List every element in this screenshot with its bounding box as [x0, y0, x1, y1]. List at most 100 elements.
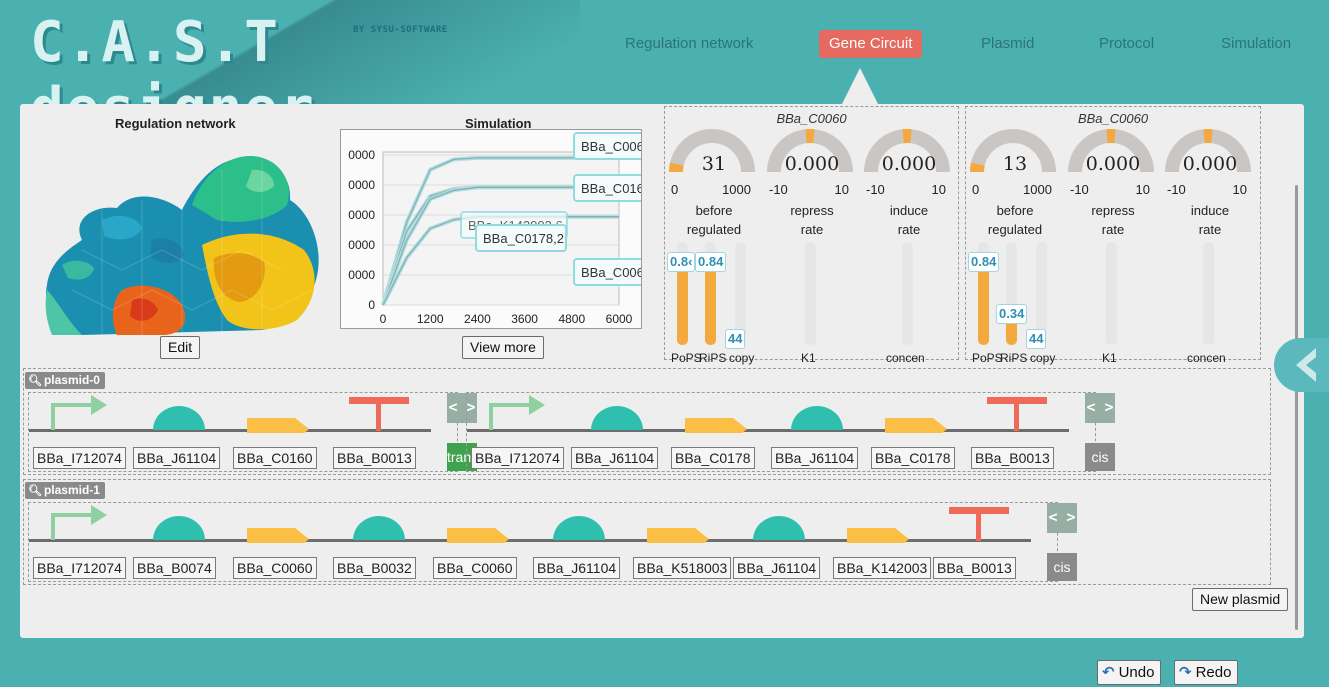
- part-label[interactable]: BBa_I712074: [471, 447, 564, 469]
- regulation-mode-button[interactable]: cis: [1047, 553, 1077, 581]
- edit-regulation-button[interactable]: Edit: [160, 336, 201, 359]
- cds-arrow: [885, 418, 947, 433]
- param-bar-rips[interactable]: [705, 242, 716, 345]
- rbs-glyph[interactable]: [339, 503, 419, 543]
- part-label[interactable]: BBa_I712074: [33, 557, 126, 579]
- part-label[interactable]: BBa_C0160: [233, 447, 317, 469]
- regulation-network-thumbnail[interactable]: [42, 150, 322, 335]
- param-bar-copy[interactable]: [1036, 242, 1047, 345]
- nav-regulation-network[interactable]: Regulation network: [625, 35, 754, 52]
- new-plasmid-button[interactable]: New plasmid: [1192, 588, 1289, 611]
- cds-glyph[interactable]: [839, 503, 919, 543]
- x-tick-label: 6000: [606, 312, 633, 326]
- x-tick-label: 4800: [558, 312, 585, 326]
- param-bar-k1[interactable]: [1106, 242, 1117, 345]
- part-label[interactable]: BBa_J61104: [733, 557, 821, 579]
- swap-direction-button[interactable]: < >: [1085, 393, 1115, 423]
- part-label[interactable]: BBa_C0178: [671, 447, 755, 469]
- gauge-arc: [1068, 129, 1154, 173]
- plasmid-1-container: [23, 479, 1271, 585]
- rbs-glyph[interactable]: [777, 393, 857, 433]
- part-label[interactable]: BBa_K142003: [833, 557, 932, 579]
- nav-simulation[interactable]: Simulation: [1221, 35, 1292, 52]
- part-label[interactable]: BBa_I712074: [33, 447, 126, 469]
- terminator-glyph[interactable]: [977, 393, 1057, 433]
- simulation-chart[interactable]: 0 0000 0000 0000 0000 0000 0 1200 2400 3600 4800 60…: [340, 129, 642, 329]
- cds-arrow: [847, 528, 909, 543]
- panel-scrollbar[interactable]: [1295, 185, 1298, 630]
- gauge-arc: [864, 129, 950, 173]
- rbs-dome: [153, 406, 205, 430]
- terminator-glyph[interactable]: [939, 503, 1019, 543]
- part-label[interactable]: BBa_J61104: [571, 447, 659, 469]
- part-label[interactable]: BBa_C0060: [433, 557, 517, 579]
- param-bar-fill: [677, 258, 688, 345]
- swap-direction-button[interactable]: < >: [447, 393, 477, 423]
- gauge-max: 1000: [1023, 182, 1052, 197]
- rbs-glyph[interactable]: [539, 503, 619, 543]
- part-label[interactable]: BBa_B0013: [971, 447, 1054, 469]
- param-bar-value: 0.8‹: [667, 252, 696, 273]
- plasmid-0-tag[interactable]: 🔍︎ plasmid-0: [25, 372, 105, 389]
- circuit-p1-c0: BBa_I712074 BBa_B0074 BBa_C0060 BBa_B0032 BB…: [28, 502, 1077, 582]
- part-label[interactable]: BBa_K518003: [633, 557, 732, 579]
- rbs-glyph[interactable]: [739, 503, 819, 543]
- part-label[interactable]: BBa_C0060: [233, 557, 317, 579]
- gauge-value: 31: [701, 153, 727, 175]
- part-label[interactable]: BBa_J61104: [771, 447, 859, 469]
- side-panel-toggle[interactable]: [1274, 338, 1329, 392]
- terminator-glyph[interactable]: [339, 393, 419, 433]
- cds-glyph[interactable]: [677, 393, 757, 433]
- cds-glyph[interactable]: [877, 393, 957, 433]
- param-bar-concen[interactable]: [902, 242, 913, 345]
- param-bar-pops[interactable]: [978, 242, 989, 345]
- plasmid-1-tag[interactable]: 🔍︎ plasmid-1: [25, 482, 105, 499]
- rbs-glyph[interactable]: [139, 393, 219, 433]
- cds-arrow: [647, 528, 709, 543]
- rbs-dome: [153, 516, 205, 540]
- view-more-button[interactable]: View more: [462, 336, 544, 359]
- dna-backbone: [29, 539, 1031, 542]
- cds-glyph[interactable]: [239, 393, 319, 433]
- cds-glyph[interactable]: [439, 503, 519, 543]
- param-bar-concen[interactable]: [1203, 242, 1214, 345]
- param-bar-caption: concen: [886, 351, 925, 365]
- gauge-track: [970, 129, 1056, 173]
- series-label-1: BBa_C006: [573, 132, 641, 160]
- part-label[interactable]: BBa_J61104: [133, 447, 221, 469]
- y-tick-label: 0000: [348, 238, 375, 252]
- promoter-glyph[interactable]: [39, 393, 119, 433]
- part-label[interactable]: BBa_B0032: [333, 557, 416, 579]
- part-label[interactable]: BBa_B0013: [933, 557, 1016, 579]
- undo-icon: ↶: [1102, 664, 1115, 681]
- rbs-glyph[interactable]: [577, 393, 657, 433]
- gauge-value: 0.000: [1085, 153, 1141, 175]
- promoter-glyph[interactable]: [477, 393, 557, 433]
- cds-glyph[interactable]: [639, 503, 719, 543]
- param-bar-caption: RiPS: [1000, 351, 1028, 365]
- param-bar-pops[interactable]: [677, 242, 688, 345]
- part-label[interactable]: BBa_B0074: [133, 557, 216, 579]
- promoter-glyph[interactable]: [39, 503, 119, 543]
- param-bar-k1[interactable]: [805, 242, 816, 345]
- param-bar-rips[interactable]: [1006, 242, 1017, 345]
- y-tick-label: 0000: [348, 208, 375, 222]
- gauge-max: 10: [1135, 182, 1150, 197]
- cds-glyph[interactable]: [239, 503, 319, 543]
- y-tick-label: 0000: [348, 268, 375, 282]
- param-bar-copy[interactable]: [735, 242, 746, 345]
- regulation-mode-button[interactable]: cis: [1085, 443, 1115, 471]
- nav-gene-circuit[interactable]: Gene Circuit: [819, 30, 923, 58]
- rbs-glyph[interactable]: [139, 503, 219, 543]
- nav-protocol[interactable]: Protocol: [1099, 35, 1155, 52]
- nav-plasmid[interactable]: Plasmid: [981, 35, 1035, 52]
- part-label[interactable]: BBa_J61104: [533, 557, 621, 579]
- undo-button[interactable]: ↶ Undo: [1097, 660, 1162, 685]
- part-label[interactable]: BBa_B0013: [333, 447, 416, 469]
- app-logo: C.A.S.T designer BY SYSU-SOFTWARE: [30, 10, 460, 141]
- promoter-stem: [489, 403, 533, 430]
- swap-direction-button[interactable]: < >: [1047, 503, 1077, 533]
- redo-button[interactable]: ↷ Redo: [1174, 660, 1239, 685]
- part-label[interactable]: BBa_C0178: [871, 447, 955, 469]
- series-label-5: BBa_C006: [573, 258, 641, 286]
